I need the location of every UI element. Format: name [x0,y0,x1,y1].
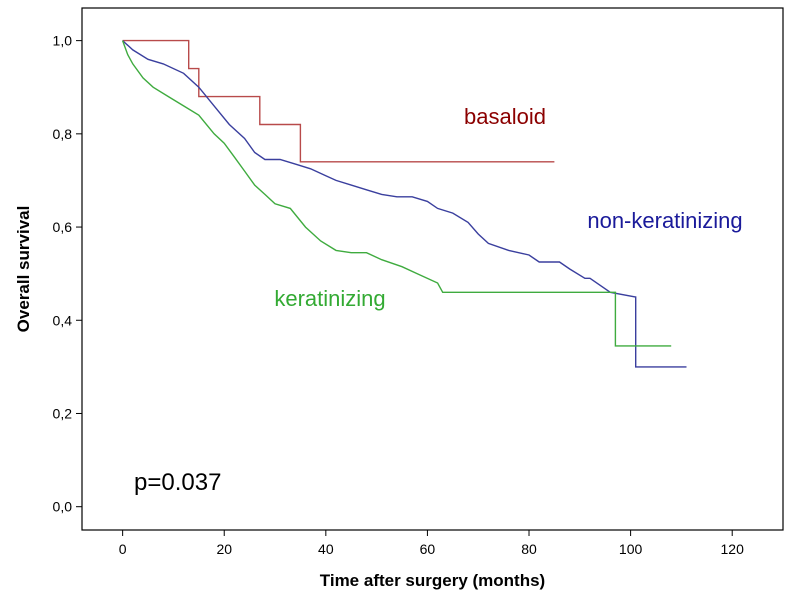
series-label-basaloid: basaloid [464,104,546,129]
x-tick-label: 20 [216,541,232,557]
plot-frame [81,7,784,531]
p-value-annotation: p=0.037 [134,469,221,496]
y-tick-label: 0,8 [53,126,73,142]
x-tick-label: 40 [318,541,334,557]
x-tick-label: 80 [521,541,537,557]
x-tick-label: 60 [420,541,436,557]
series-line-keratinizing [121,40,672,347]
series-line-non-keratinizing [122,40,687,368]
series-label-non-keratinizing: non-keratinizing [587,208,742,233]
x-tick-label: 100 [619,541,643,557]
series-layer [121,39,687,368]
x-tick-label: 120 [721,541,745,557]
y-axis-title: Overall survival [14,206,33,333]
x-axis-title: Time after surgery (months) [320,571,545,590]
y-tick-label: 0,4 [53,312,73,328]
y-tick-label: 0,0 [53,499,73,515]
x-tick-label: 0 [119,541,127,557]
series-line-basaloid [122,39,555,163]
x-axis-ticks: 0 20 40 60 80 100 120 [119,530,744,557]
y-tick-label: 1,0 [53,33,73,49]
y-tick-label: 0,2 [53,405,73,421]
y-tick-label: 0,6 [53,219,73,235]
y-axis-ticks: 0,0 0,2 0,4 0,6 0,8 1,0 [53,33,82,515]
series-label-keratinizing: keratinizing [274,286,385,311]
